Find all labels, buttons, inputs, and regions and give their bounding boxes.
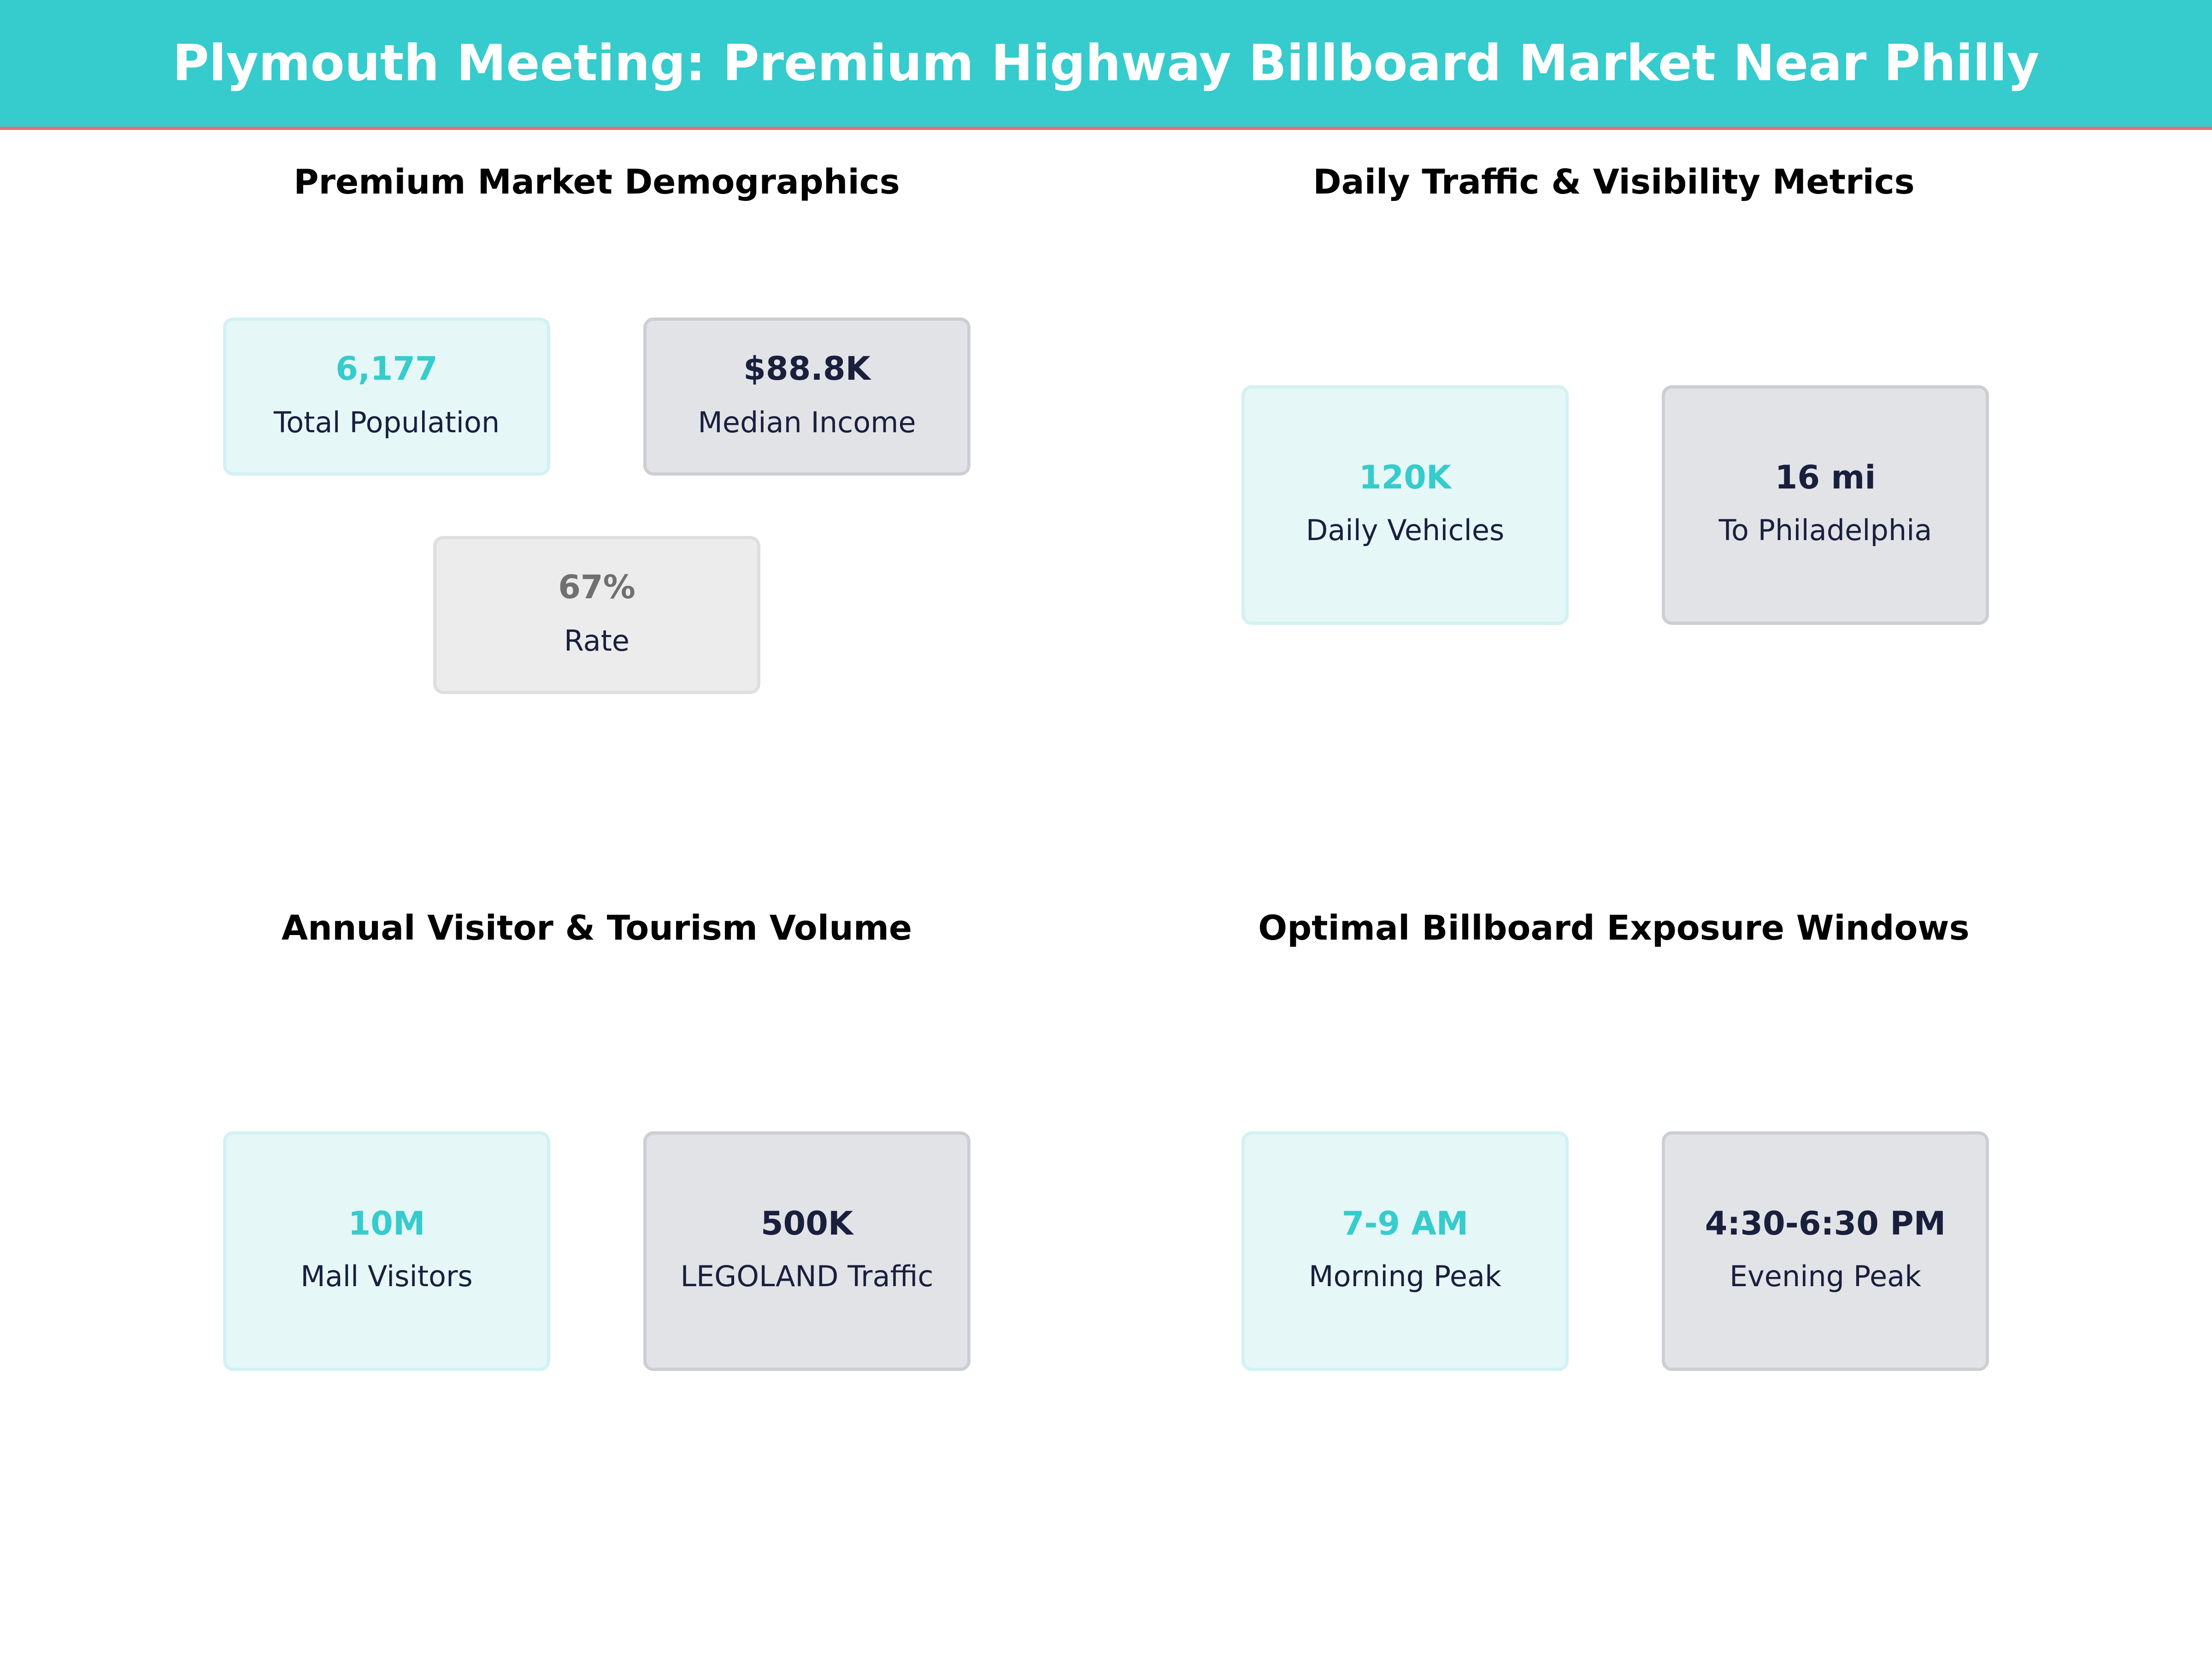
stat-value: 500K	[760, 1205, 853, 1242]
stat-label: Total Population	[273, 406, 500, 439]
panel-title-exposure: Optimal Billboard Exposure Windows	[1258, 908, 1970, 948]
stat-label: Mall Visitors	[300, 1259, 473, 1293]
stat-card-to-philadelphia: 16 mi To Philadelphia	[1662, 385, 1989, 625]
stat-card-morning-peak: 7-9 AM Morning Peak	[1241, 1131, 1569, 1371]
stat-value: 7-9 AM	[1341, 1205, 1469, 1242]
stat-label: Evening Peak	[1729, 1259, 1922, 1293]
panel-title-demographics: Premium Market Demographics	[294, 162, 900, 202]
stat-value: 6,177	[335, 350, 438, 388]
stat-label: Rate	[564, 624, 630, 658]
stat-value: 16 mi	[1775, 459, 1876, 496]
stat-label: Morning Peak	[1309, 1259, 1501, 1293]
stat-label: Daily Vehicles	[1306, 513, 1505, 547]
stat-label: To Philadelphia	[1718, 513, 1932, 547]
stat-label: LEGOLAND Traffic	[680, 1259, 934, 1293]
page-title: Plymouth Meeting: Premium Highway Billbo…	[172, 35, 2040, 92]
stat-card-total-population: 6,177 Total Population	[223, 318, 550, 476]
stat-value: 10M	[348, 1205, 425, 1242]
stat-card-rate: 67% Rate	[433, 536, 760, 694]
stat-value: 120K	[1359, 459, 1452, 496]
stat-value: $88.8K	[743, 350, 871, 388]
panel-title-traffic: Daily Traffic & Visibility Metrics	[1313, 162, 1915, 202]
panel-title-tourism: Annual Visitor & Tourism Volume	[281, 908, 912, 948]
stat-value: 4:30-6:30 PM	[1705, 1205, 1946, 1242]
stat-card-daily-vehicles: 120K Daily Vehicles	[1241, 385, 1569, 625]
stat-value: 67%	[558, 568, 635, 606]
stat-card-mall-visitors: 10M Mall Visitors	[223, 1131, 550, 1371]
stat-card-evening-peak: 4:30-6:30 PM Evening Peak	[1662, 1131, 1989, 1371]
stat-card-legoland-traffic: 500K LEGOLAND Traffic	[643, 1131, 971, 1371]
header-banner: Plymouth Meeting: Premium Highway Billbo…	[0, 0, 2212, 130]
stat-label: Median Income	[698, 406, 916, 439]
stat-card-median-income: $88.8K Median Income	[643, 318, 971, 476]
